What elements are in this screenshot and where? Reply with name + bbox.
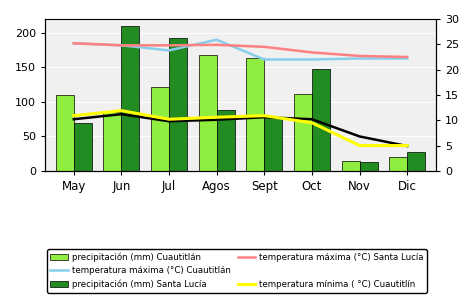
temperatura mínima ( °C) Cuautitlín: [262, 114, 267, 118]
Bar: [217, 110, 235, 171]
temperatura máxima (°C) Cuautitlán: [214, 38, 219, 42]
temperatura máxima (°C) Santa Lucía: [262, 45, 267, 49]
temperatura mínima ( °C) Cuautitlín: [166, 117, 172, 121]
Bar: [169, 38, 187, 171]
Line: temperatura mínima ( °C) Cuautitlín: temperatura mínima ( °C) Cuautitlín: [74, 110, 407, 146]
Bar: [55, 95, 74, 171]
temperatura máxima (°C) Cuautitlán: [166, 49, 172, 52]
Bar: [121, 26, 139, 171]
temperatura mínima ( °C) Cuautitlín: [309, 121, 315, 124]
temperatura mínima ( °C) Cuautitlín: [118, 109, 124, 112]
temperatura máxima (°C) Santa Lucía: [309, 50, 315, 54]
temperatura mínima ( °C) Cuautitlín: [214, 116, 219, 119]
temperatura máxima (°C) Cuautitlán: [262, 58, 267, 61]
Legend: precipitación (mm) Cuautitlán, temperatura máxima (°C) Cuautitlán, precipitación: precipitación (mm) Cuautitlán, temperatu…: [47, 249, 427, 293]
temperatura mínima ( °C) Cuautitlín: [357, 144, 363, 147]
temperatura máxima (°C) Santa Lucía: [71, 42, 77, 45]
temperatura máxima (°C) Cuautitlán: [71, 42, 77, 45]
Bar: [389, 157, 407, 171]
temperatura máxima (°C) Cuautitlán: [118, 44, 124, 47]
Bar: [264, 117, 283, 171]
Line: temperatura máxima (°C) Cuautitlán: temperatura máxima (°C) Cuautitlán: [74, 40, 407, 59]
Bar: [294, 94, 312, 171]
Bar: [341, 160, 360, 171]
Bar: [360, 162, 378, 171]
temperatura mínima ( °C) Cuautitlín: [71, 114, 77, 118]
Bar: [199, 55, 217, 171]
Bar: [246, 58, 264, 171]
temperatura máxima (°C) Santa Lucía: [357, 54, 363, 58]
temperatura máxima (°C) Santa Lucía: [404, 55, 410, 59]
temperatura máxima (°C) Cuautitlán: [357, 57, 363, 60]
Line: temperatura máxima (°C) Santa Lucía: temperatura máxima (°C) Santa Lucía: [74, 43, 407, 57]
temperatura mínima ( °C) Cuautitlín: [404, 144, 410, 147]
Bar: [103, 112, 121, 171]
Bar: [312, 69, 330, 171]
Bar: [151, 87, 169, 171]
temperatura máxima (°C) Santa Lucía: [118, 44, 124, 47]
Bar: [407, 152, 425, 171]
temperatura máxima (°C) Cuautitlán: [404, 57, 410, 60]
temperatura máxima (°C) Santa Lucía: [214, 43, 219, 47]
Bar: [74, 123, 92, 171]
temperatura máxima (°C) Santa Lucía: [166, 44, 172, 47]
temperatura máxima (°C) Cuautitlán: [309, 58, 315, 61]
